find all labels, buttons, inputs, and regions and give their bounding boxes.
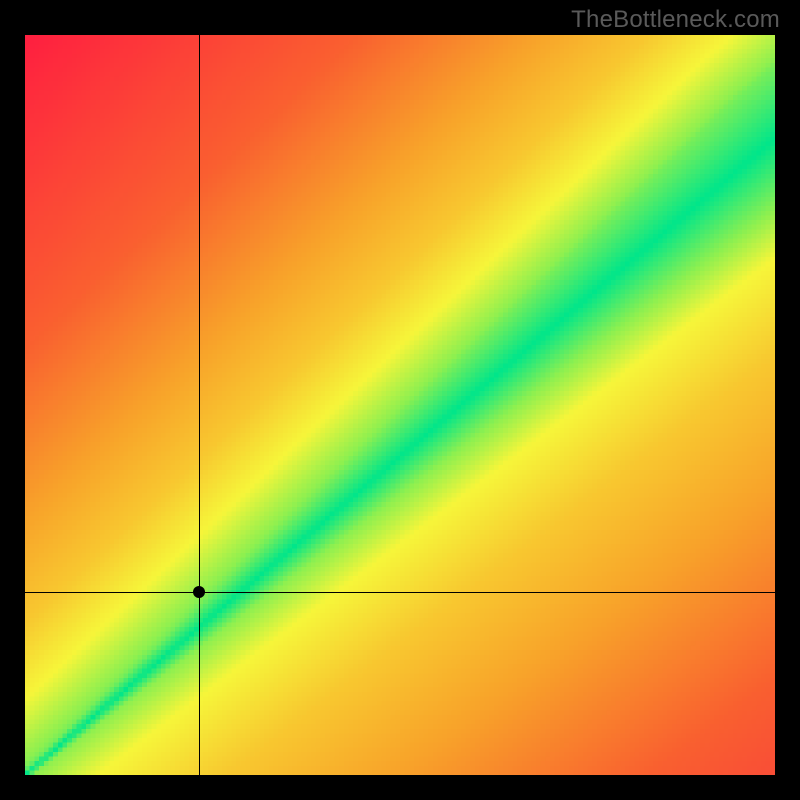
bottleneck-heatmap: [25, 35, 775, 775]
crosshair-vertical: [199, 35, 200, 775]
watermark-text: TheBottleneck.com: [571, 6, 780, 34]
selection-marker: [193, 586, 205, 598]
plot-area: [25, 35, 775, 775]
crosshair-horizontal: [25, 592, 775, 593]
